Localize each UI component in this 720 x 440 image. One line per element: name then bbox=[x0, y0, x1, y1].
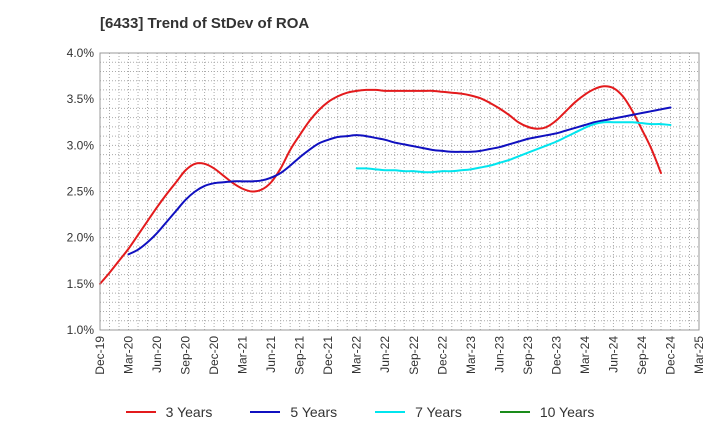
x-tick-label: Jun-22 bbox=[378, 336, 392, 373]
legend-label: 3 Years bbox=[165, 404, 213, 420]
legend-label: 5 Years bbox=[290, 404, 338, 420]
x-tick-label: Mar-23 bbox=[464, 336, 478, 374]
legend-swatch bbox=[250, 411, 281, 413]
y-tick-labels: 1.0% 1.5% 2.0% 2.5% 3.0% 3.5% 4.0% bbox=[67, 46, 95, 337]
legend-item-3-years: 3 Years bbox=[125, 404, 213, 420]
x-tick-label: Sep-20 bbox=[179, 336, 193, 375]
x-tick-label: Dec-20 bbox=[207, 336, 221, 375]
x-tick-label: Sep-23 bbox=[521, 336, 535, 375]
legend-swatch bbox=[375, 411, 406, 413]
x-tick-label: Dec-19 bbox=[93, 336, 107, 375]
legend-swatch bbox=[125, 411, 156, 413]
x-tick-label: Sep-24 bbox=[635, 336, 649, 375]
x-tick-label: Mar-21 bbox=[236, 336, 250, 374]
legend-label: 10 Years bbox=[539, 404, 595, 420]
y-tick-label: 3.5% bbox=[67, 92, 95, 106]
x-tick-label: Dec-21 bbox=[321, 336, 335, 375]
x-tick-labels: Dec-19 Mar-20 Jun-20 Sep-20 Dec-20 Mar-21 Jun-… bbox=[93, 336, 706, 375]
legend: 3 Years 5 Years 7 Years 10 Years bbox=[0, 404, 720, 420]
x-tick-label: Mar-25 bbox=[692, 336, 706, 374]
x-tick-label: Jun-23 bbox=[492, 336, 506, 373]
y-tick-label: 2.0% bbox=[67, 231, 95, 245]
series-line-7-years bbox=[355, 121, 672, 174]
legend-item-5-years: 5 Years bbox=[250, 404, 337, 420]
y-tick-label: 1.0% bbox=[67, 323, 95, 337]
x-tick-label: Jun-24 bbox=[606, 336, 620, 373]
x-tick-label: Jun-20 bbox=[150, 336, 164, 373]
x-tick-label: Mar-24 bbox=[578, 336, 592, 374]
series-line-3-years bbox=[99, 85, 662, 285]
series-line-5-years bbox=[127, 106, 672, 256]
x-tick-label: Jun-21 bbox=[264, 336, 278, 373]
x-tick-label: Sep-21 bbox=[293, 336, 307, 375]
legend-item-10-years: 10 Years bbox=[499, 404, 595, 420]
series-layer bbox=[99, 85, 672, 285]
grid-layer bbox=[100, 53, 699, 330]
legend-item-7-years: 7 Years bbox=[375, 404, 462, 420]
x-tick-label: Sep-22 bbox=[407, 336, 421, 375]
x-tick-label: Mar-20 bbox=[122, 336, 136, 374]
y-tick-label: 2.5% bbox=[67, 185, 95, 199]
x-tick-label: Mar-22 bbox=[350, 336, 364, 374]
legend-label: 7 Years bbox=[415, 404, 462, 420]
legend-swatch bbox=[499, 411, 530, 413]
y-tick-label: 4.0% bbox=[67, 46, 95, 60]
plot-frame bbox=[99, 52, 700, 331]
y-tick-label: 1.5% bbox=[67, 277, 95, 291]
x-tick-label: Dec-22 bbox=[435, 336, 449, 375]
chart-title: [6433] Trend of StDev of ROA bbox=[100, 15, 310, 32]
x-tick-label: Dec-23 bbox=[549, 336, 563, 375]
x-tick-label: Dec-24 bbox=[663, 336, 677, 375]
y-tick-label: 3.0% bbox=[67, 138, 95, 152]
